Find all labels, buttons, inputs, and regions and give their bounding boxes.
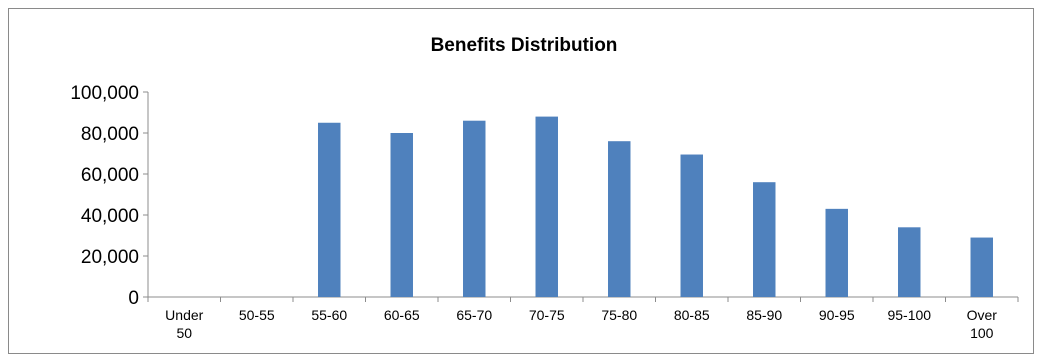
y-tick-label: 80,000 bbox=[81, 124, 139, 145]
x-tick-label: Over 100 bbox=[967, 307, 998, 341]
bar-55-60 bbox=[318, 122, 341, 297]
bar-90-95 bbox=[825, 208, 848, 297]
x-tick-label: 90-95 bbox=[819, 307, 855, 323]
chart-frame bbox=[8, 8, 1034, 354]
bar-75-80 bbox=[608, 141, 631, 297]
bar-80-85 bbox=[680, 154, 703, 297]
x-tick-label: Under 50 bbox=[165, 307, 203, 341]
y-tick-label: 40,000 bbox=[81, 206, 139, 227]
x-tick-label: 70-75 bbox=[529, 307, 565, 323]
bar-65-70 bbox=[463, 120, 486, 297]
x-tick-label: 75-80 bbox=[601, 307, 637, 323]
y-tick-label: 0 bbox=[128, 288, 139, 309]
x-tick-label: 50-55 bbox=[239, 307, 275, 323]
bar-85-90 bbox=[753, 182, 776, 297]
x-tick-label: 80-85 bbox=[674, 307, 710, 323]
y-tick-label: 20,000 bbox=[81, 247, 139, 268]
bar-95-100 bbox=[898, 227, 921, 297]
x-tick-label: 55-60 bbox=[311, 307, 347, 323]
x-tick-label: 95-100 bbox=[887, 307, 931, 323]
bar-over-100 bbox=[970, 237, 993, 297]
y-tick-label: 100,000 bbox=[70, 83, 139, 104]
bar-70-75 bbox=[535, 116, 558, 297]
x-tick-label: 60-65 bbox=[384, 307, 420, 323]
bar-60-65 bbox=[390, 133, 413, 297]
x-tick-label: 85-90 bbox=[746, 307, 782, 323]
y-tick-label: 60,000 bbox=[81, 165, 139, 186]
x-tick-label: 65-70 bbox=[456, 307, 492, 323]
chart-title: Benefits Distribution bbox=[431, 35, 618, 56]
